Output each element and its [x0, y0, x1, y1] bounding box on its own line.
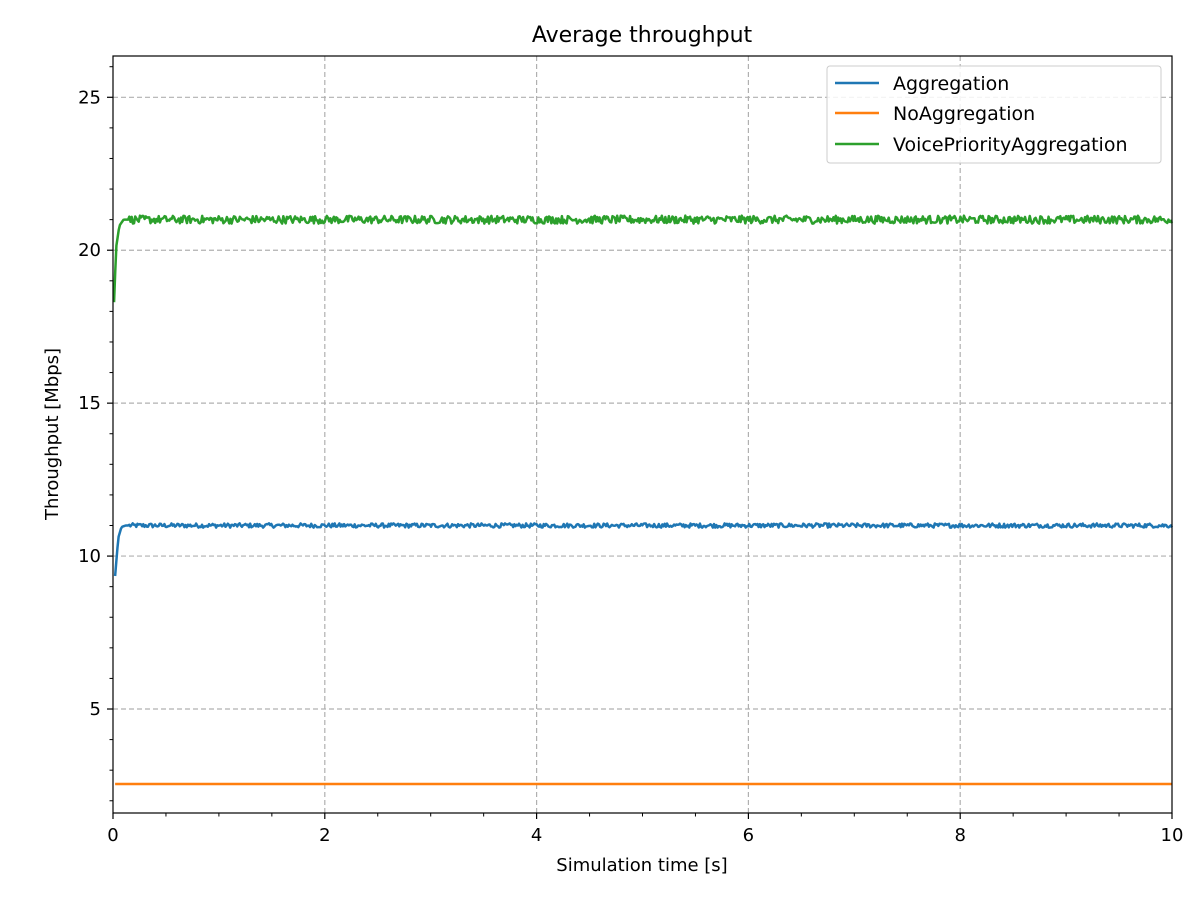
- y-tick-label: 25: [78, 87, 101, 108]
- y-axis-title: Throughput [Mbps]: [42, 348, 63, 521]
- y-tick-label: 15: [78, 393, 101, 414]
- chart-title: Average throughput: [532, 23, 753, 48]
- y-tick-label: 10: [78, 546, 101, 567]
- series-lines: [112, 214, 1174, 786]
- grid: [113, 56, 1172, 813]
- y-tick-label: 20: [78, 240, 101, 261]
- series-line-voicepriorityaggregation: [112, 214, 1174, 303]
- x-tick-label: 8: [954, 825, 965, 846]
- legend: Aggregation NoAggregation VoicePriorityA…: [826, 65, 1162, 164]
- y-tick-label: 5: [90, 699, 101, 720]
- legend-label-noaggregation: NoAggregation: [893, 103, 1035, 125]
- x-axis-title: Simulation time [s]: [556, 855, 727, 876]
- x-tick-label: 2: [319, 825, 330, 846]
- legend-box: [826, 65, 1162, 164]
- x-tick-label: 10: [1161, 825, 1184, 846]
- legend-label-aggregation: Aggregation: [893, 73, 1009, 95]
- legend-label-voicepriorityaggregation: VoicePriorityAggregation: [893, 134, 1128, 156]
- x-tick-label: 6: [743, 825, 754, 846]
- x-tick-label: 0: [107, 825, 118, 846]
- ticks: 0 2 4 6 8 10 5 10 15 20 25: [78, 66, 1184, 846]
- series-line-aggregation: [113, 522, 1174, 577]
- x-tick-label: 4: [531, 825, 542, 846]
